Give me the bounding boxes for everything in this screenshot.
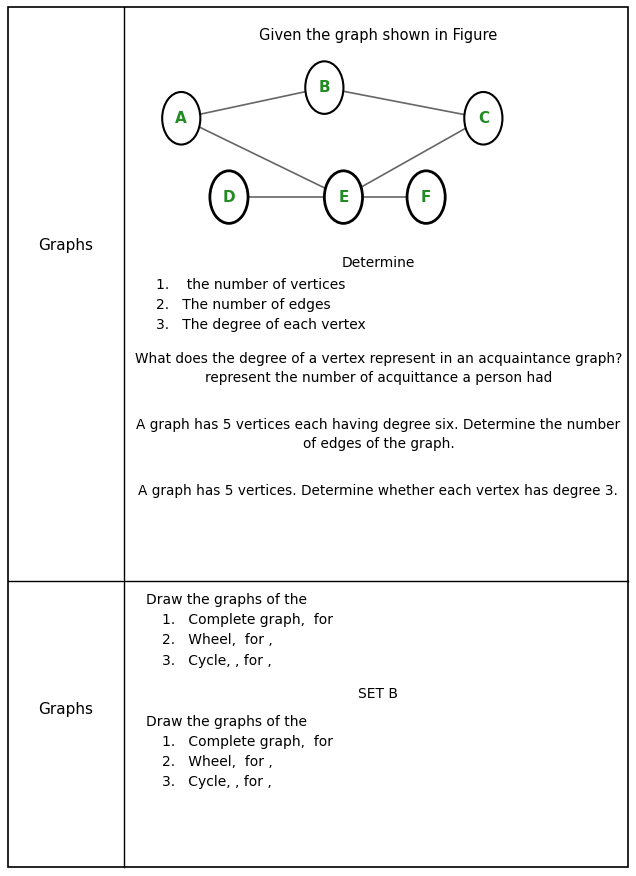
- Text: What does the degree of a vertex represent in an acquaintance graph?: What does the degree of a vertex represe…: [135, 352, 622, 366]
- Text: represent the number of acquittance a person had: represent the number of acquittance a pe…: [205, 371, 552, 385]
- Text: A graph has 5 vertices each having degree six. Determine the number: A graph has 5 vertices each having degre…: [136, 418, 621, 432]
- Text: 3.   Cycle, , for ,: 3. Cycle, , for ,: [162, 775, 272, 789]
- Text: of edges of the graph.: of edges of the graph.: [303, 437, 454, 451]
- Circle shape: [210, 171, 248, 223]
- Circle shape: [162, 92, 200, 145]
- Text: 2.   The number of edges: 2. The number of edges: [156, 298, 331, 312]
- Text: SET B: SET B: [359, 687, 398, 701]
- Circle shape: [324, 171, 363, 223]
- Text: 3.   The degree of each vertex: 3. The degree of each vertex: [156, 318, 366, 332]
- Text: 1.   Complete graph,  for: 1. Complete graph, for: [162, 613, 333, 627]
- Text: 1.    the number of vertices: 1. the number of vertices: [156, 278, 345, 292]
- Text: 1.   Complete graph,  for: 1. Complete graph, for: [162, 735, 333, 749]
- Circle shape: [464, 92, 502, 145]
- Text: Draw the graphs of the: Draw the graphs of the: [146, 715, 307, 729]
- Text: Given the graph shown in Figure: Given the graph shown in Figure: [259, 27, 497, 43]
- Text: D: D: [223, 189, 235, 205]
- Text: Graphs: Graphs: [38, 237, 93, 253]
- Text: C: C: [478, 110, 489, 126]
- Text: 2.   Wheel,  for ,: 2. Wheel, for ,: [162, 633, 273, 647]
- Text: B: B: [319, 80, 330, 95]
- Text: Graphs: Graphs: [38, 702, 93, 717]
- Text: Draw the graphs of the: Draw the graphs of the: [146, 593, 307, 607]
- Circle shape: [407, 171, 445, 223]
- Circle shape: [305, 61, 343, 114]
- Text: 2.   Wheel,  for ,: 2. Wheel, for ,: [162, 755, 273, 769]
- Text: A graph has 5 vertices. Determine whether each vertex has degree 3.: A graph has 5 vertices. Determine whethe…: [139, 484, 618, 498]
- Text: F: F: [421, 189, 431, 205]
- Text: 3.   Cycle, , for ,: 3. Cycle, , for ,: [162, 653, 272, 668]
- Text: E: E: [338, 189, 349, 205]
- Text: A: A: [176, 110, 187, 126]
- Text: Determine: Determine: [342, 256, 415, 270]
